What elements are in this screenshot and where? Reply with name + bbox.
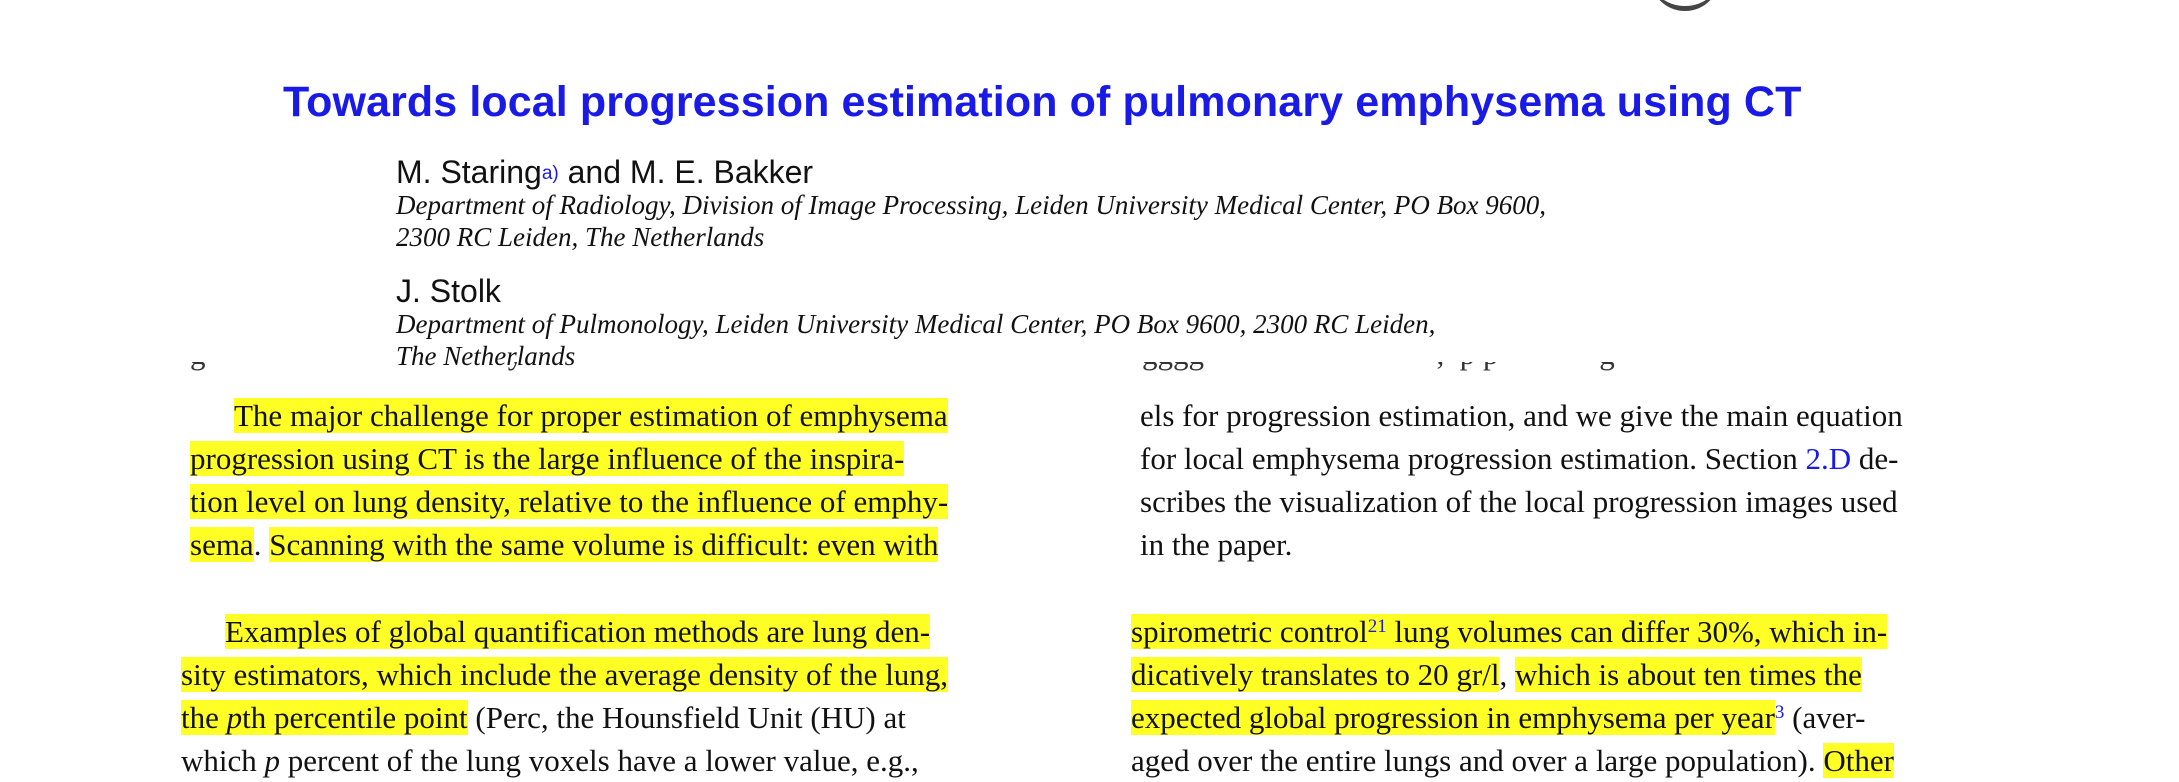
body-text: . (253, 527, 270, 562)
left-column-upper: The major challenge for proper estimatio… (190, 394, 949, 566)
author-name-stolk: J. Stolk (396, 273, 501, 309)
affiliation-2-line-1: Department of Pulmonology, Leiden Univer… (396, 309, 1436, 339)
highlighted-text: The major challenge for proper estimatio… (234, 398, 948, 433)
body-text: (aver- (1784, 700, 1866, 735)
affiliation-1-line-2: 2300 RC Leiden, The Netherlands (396, 222, 765, 252)
highlighted-text: dicatively translates to 20 gr/l (1131, 657, 1500, 692)
left-column-lower: Examples of global quantification method… (181, 610, 949, 782)
highlighted-text: sity estimators, which include the avera… (181, 657, 949, 692)
highlighted-text: th percentile point (242, 700, 468, 735)
body-text: els for progression estimation, and we g… (1140, 398, 1903, 433)
right-column-lower: spirometric control21 lung volumes can d… (1131, 610, 1894, 782)
affiliation-2-line-2: The Netherlands (396, 341, 576, 371)
author-name-staring: M. Staring (396, 154, 542, 190)
citation-link[interactable]: 3 (1774, 702, 1785, 723)
highlighted-text: tion level on lung density, relative to … (190, 484, 949, 519)
affiliation-1-line-1: Department of Radiology, Division of Ima… (396, 190, 1547, 220)
author-line-1: M. Staringa) and M. E. Bakker (396, 154, 813, 191)
highlighted-text: Other (1823, 743, 1894, 778)
highlighted-text: Scanning with the same volume is difficu… (269, 527, 939, 562)
highlighted-text: the (181, 700, 227, 735)
citation-link[interactable]: 21 (1367, 616, 1387, 637)
body-text: aged over the entire lungs and over a la… (1131, 743, 1824, 778)
clipped-text-fragment: g y gggg , p p g (0, 362, 2179, 378)
logo-fragment-icon (1650, 0, 1720, 11)
body-text: which (181, 743, 265, 778)
right-column-upper: els for progression estimation, and we g… (1140, 394, 1903, 566)
highlighted-text: lung volumes can differ 30%, which in- (1386, 614, 1888, 649)
section-link[interactable]: 2.D (1805, 441, 1852, 476)
highlighted-text: spirometric control (1131, 614, 1368, 649)
body-text: de- (1851, 441, 1899, 476)
body-text: scribes the visualization of the local p… (1140, 484, 1898, 519)
coauthor-bakker: and M. E. Bakker (558, 154, 814, 190)
author-footnote-link[interactable]: a) (541, 163, 559, 184)
highlighted-text: Examples of global quantification method… (225, 614, 931, 649)
paper-title: Towards local progression estimation of … (283, 78, 1802, 126)
highlighted-text: sema (190, 527, 254, 562)
body-text: p (264, 743, 281, 778)
highlighted-text: expected global progression in emphysema… (1131, 700, 1775, 735)
highlighted-text: progression using CT is the large influe… (190, 441, 905, 476)
body-text: (Perc, the Hounsfield Unit (HU) at (467, 700, 906, 735)
highlighted-text: p (226, 700, 243, 735)
highlighted-text: which is about ten times the (1514, 657, 1862, 692)
body-text: in the paper. (1140, 527, 1293, 562)
body-text: , (1499, 657, 1515, 692)
body-text: percent of the lung voxels have a lower … (280, 743, 919, 778)
body-text: for local emphysema progression estimati… (1140, 441, 1806, 476)
